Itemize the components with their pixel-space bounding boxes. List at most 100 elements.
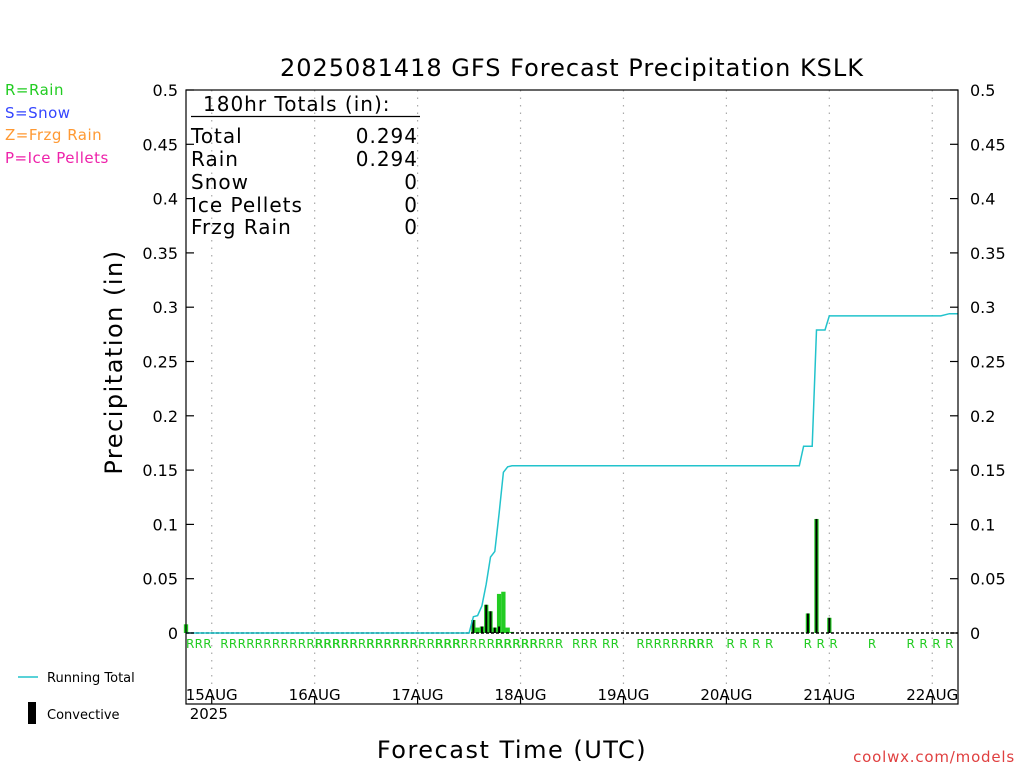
y-tick-label-right: 0.35: [970, 244, 1006, 263]
y-tick-label-right: 0.3: [970, 298, 995, 317]
totals-row-value: 0.294: [356, 124, 418, 148]
x-tick-label: 15AUG: [186, 686, 238, 704]
y-tick-label: 0.45: [142, 135, 178, 154]
totals-row-value: 0.294: [356, 147, 418, 171]
y-tick-label-right: 0.1: [970, 515, 995, 534]
precip-bar: [505, 627, 510, 633]
rain-marker: RRRRRRRRRRRR: [435, 637, 539, 651]
totals-row-value: 0: [404, 215, 418, 239]
totals-header: 180hr Totals (in):: [203, 92, 391, 116]
rain-marker: R: [739, 637, 748, 651]
y-tick-label: 0.05: [142, 570, 178, 589]
convective-legend-swatch: [28, 702, 36, 724]
rain-marker: RRR: [572, 637, 598, 651]
rain-marker: R: [752, 637, 761, 651]
chart-title: 2025081418 GFS Forecast Precipitation KS…: [280, 54, 864, 82]
x-tick-label: 20AUG: [700, 686, 752, 704]
x-tick-sublabel: 2025: [190, 705, 228, 723]
x-tick-label: 21AUG: [803, 686, 855, 704]
convective-bar: [493, 627, 496, 633]
y-axis-label: Precipitation (in): [100, 249, 128, 474]
y-tick-label: 0.1: [153, 515, 178, 534]
totals-row-value: 0: [404, 193, 418, 217]
convective-bar: [472, 619, 475, 633]
rain-marker: R: [919, 637, 928, 651]
y-tick-label-right: 0.4: [970, 190, 995, 209]
y-axis-right: 0 0.05 0.1 0.15 0.2 0.25 0.3 0.35 0.4 0.45 0.5: [950, 81, 1006, 643]
rain-marker: RRRR: [220, 637, 255, 651]
y-tick-label-right: 0.15: [970, 461, 1006, 480]
y-tick-label-right: 0.2: [970, 407, 995, 426]
x-tick-label: 18AUG: [495, 686, 547, 704]
precip-bar: [475, 627, 480, 633]
rain-marker: R: [907, 637, 916, 651]
convective-bar: [828, 617, 831, 633]
gridlines: [211, 90, 933, 704]
totals-box: 180hr Totals (in): Total 0.294 Rain 0.29…: [190, 92, 420, 239]
totals-row-label: Total: [190, 124, 243, 148]
precip-bars: [183, 518, 832, 633]
y-tick-label: 0.15: [142, 461, 178, 480]
ptype-key-snow: S=Snow: [5, 104, 71, 122]
y-tick-label-right: 0.45: [970, 135, 1006, 154]
convective-legend-label: Convective: [47, 708, 120, 723]
y-tick-label: 0.5: [153, 81, 178, 100]
rain-marker: R: [868, 637, 877, 651]
y-tick-label: 0: [168, 624, 178, 643]
running-total-legend-label: Running Total: [47, 671, 135, 686]
rain-markers: RRR RRRR RRRRRRRRRRRRRRRRRRRRRRRRRRRRRRRRR…: [186, 637, 954, 651]
convective-bar: [480, 626, 483, 633]
x-tick-label: 16AUG: [289, 686, 341, 704]
convective-bar: [815, 518, 818, 633]
y-tick-label: 0.35: [142, 244, 178, 263]
rain-marker: R: [804, 637, 813, 651]
rain-marker: RRR: [186, 637, 212, 651]
precip-bar: [496, 593, 502, 633]
precip-bar: [501, 591, 506, 633]
running-total-line: [186, 312, 958, 634]
rain-marker: RR: [688, 637, 705, 651]
rain-marker: RRRRRR: [495, 637, 547, 651]
y-axis-left: 0 0.05 0.1 0.15 0.2 0.25 0.3 0.35 0.4 0.45 0.5: [142, 81, 194, 643]
y-tick-label: 0.2: [153, 407, 178, 426]
totals-row-label: Snow: [191, 170, 249, 194]
convective-bar: [806, 613, 809, 633]
x-axis-label: Forecast Time (UTC): [377, 736, 647, 764]
rain-marker: RRRRRRRRRRR: [366, 637, 461, 651]
rain-marker: R: [932, 637, 941, 651]
y-tick-label-right: 0.25: [970, 353, 1006, 372]
ptype-key-frzg-rain: Z=Frzg Rain: [5, 126, 103, 144]
x-tick-label: 17AUG: [392, 686, 444, 704]
plot-frame: [185, 89, 959, 705]
rain-marker: R: [816, 637, 825, 651]
y-tick-label-right: 0: [970, 624, 980, 643]
convective-bar: [498, 626, 501, 633]
chart-legend: Running Total Convective: [18, 671, 135, 724]
y-tick-label: 0.3: [153, 298, 178, 317]
rain-marker: RRRRRRRRR: [636, 637, 714, 651]
y-tick-label: 0.25: [142, 353, 178, 372]
y-tick-label: 0.4: [153, 190, 178, 209]
totals-row-label: Frzg Rain: [191, 215, 292, 239]
totals-row-label: Rain: [191, 147, 239, 171]
totals-row-value: 0: [404, 170, 418, 194]
rain-marker: R: [726, 637, 735, 651]
x-tick-label: 22AUG: [906, 686, 958, 704]
convective-bar: [485, 604, 488, 633]
convective-bars: [472, 518, 831, 633]
rain-marker: RR: [546, 637, 563, 651]
y-tick-label-right: 0.05: [970, 570, 1006, 589]
rain-marker: R: [945, 637, 954, 651]
rain-marker: R: [765, 637, 774, 651]
x-tick-label: 19AUG: [597, 686, 649, 704]
rain-marker: RRRRRRRRRRRR: [315, 637, 419, 651]
convective-bar: [489, 611, 492, 633]
totals-row-label: Ice Pellets: [191, 193, 303, 217]
rain-marker: R: [829, 637, 838, 651]
ptype-key-rain: R=Rain: [5, 81, 64, 99]
ptype-key-ice-pellets: P=Ice Pellets: [5, 149, 109, 167]
rain-marker: RR: [602, 637, 619, 651]
source-credit: coolwx.com/models: [853, 748, 1015, 766]
